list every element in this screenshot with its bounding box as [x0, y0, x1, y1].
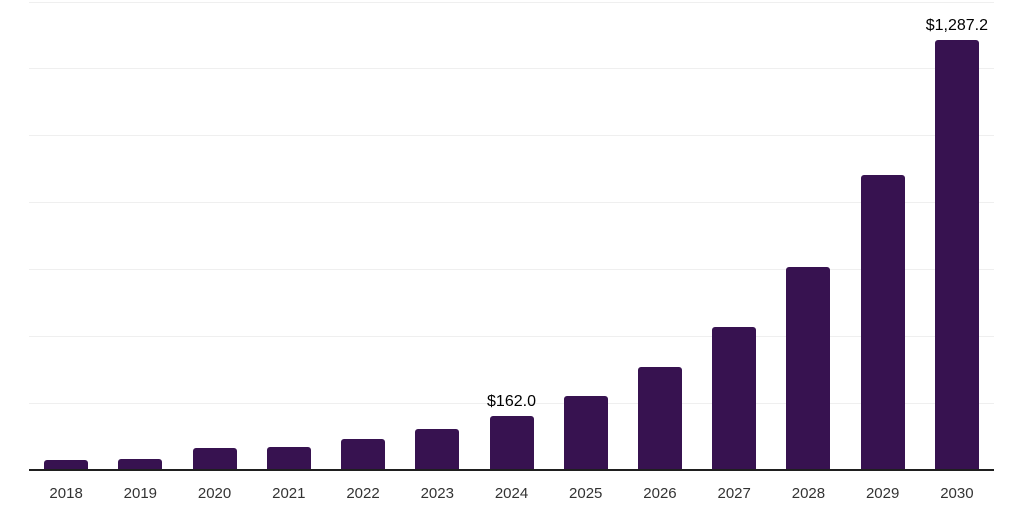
- bar-2030[interactable]: [934, 40, 979, 470]
- x-tick-2025: 2025: [569, 485, 603, 502]
- bar-2018[interactable]: [44, 460, 89, 470]
- x-tick-2029: 2029: [865, 485, 900, 502]
- bar-2020[interactable]: [192, 448, 237, 470]
- x-tick-2023: 2023: [420, 485, 454, 502]
- bar-2029[interactable]: [860, 175, 905, 470]
- gridline-600: [29, 268, 994, 270]
- bar-2023[interactable]: [415, 429, 460, 470]
- gridline-400: [29, 335, 994, 337]
- data-label-2030: $1,287.2: [925, 17, 989, 34]
- x-axis-line: [29, 469, 994, 471]
- x-tick-2020: 2020: [197, 485, 232, 502]
- bar-2026[interactable]: [637, 367, 682, 470]
- bar-2022[interactable]: [341, 439, 386, 470]
- x-tick-2018: 2018: [49, 485, 83, 502]
- x-tick-2030: 2030: [940, 485, 974, 502]
- x-tick-2024: 2024: [494, 485, 529, 502]
- bar-2021[interactable]: [266, 447, 311, 470]
- x-tick-2028: 2028: [791, 485, 826, 502]
- bar-2019[interactable]: [118, 459, 163, 470]
- data-label-2024: $162.0: [487, 393, 536, 410]
- gridline-1400: [29, 1, 994, 3]
- bar-2027[interactable]: [712, 327, 757, 470]
- x-tick-2022: 2022: [346, 485, 380, 502]
- bar-2028[interactable]: [786, 267, 831, 470]
- x-tick-2026: 2026: [643, 485, 677, 502]
- bar-2025[interactable]: [563, 396, 608, 470]
- gridline-1200: [29, 68, 994, 70]
- x-tick-2027: 2027: [717, 485, 751, 502]
- x-tick-2019: 2019: [123, 485, 158, 502]
- gridline-800: [29, 202, 994, 204]
- gridline-1000: [29, 135, 994, 137]
- bar-2024[interactable]: [489, 416, 534, 470]
- x-tick-2021: 2021: [272, 485, 306, 502]
